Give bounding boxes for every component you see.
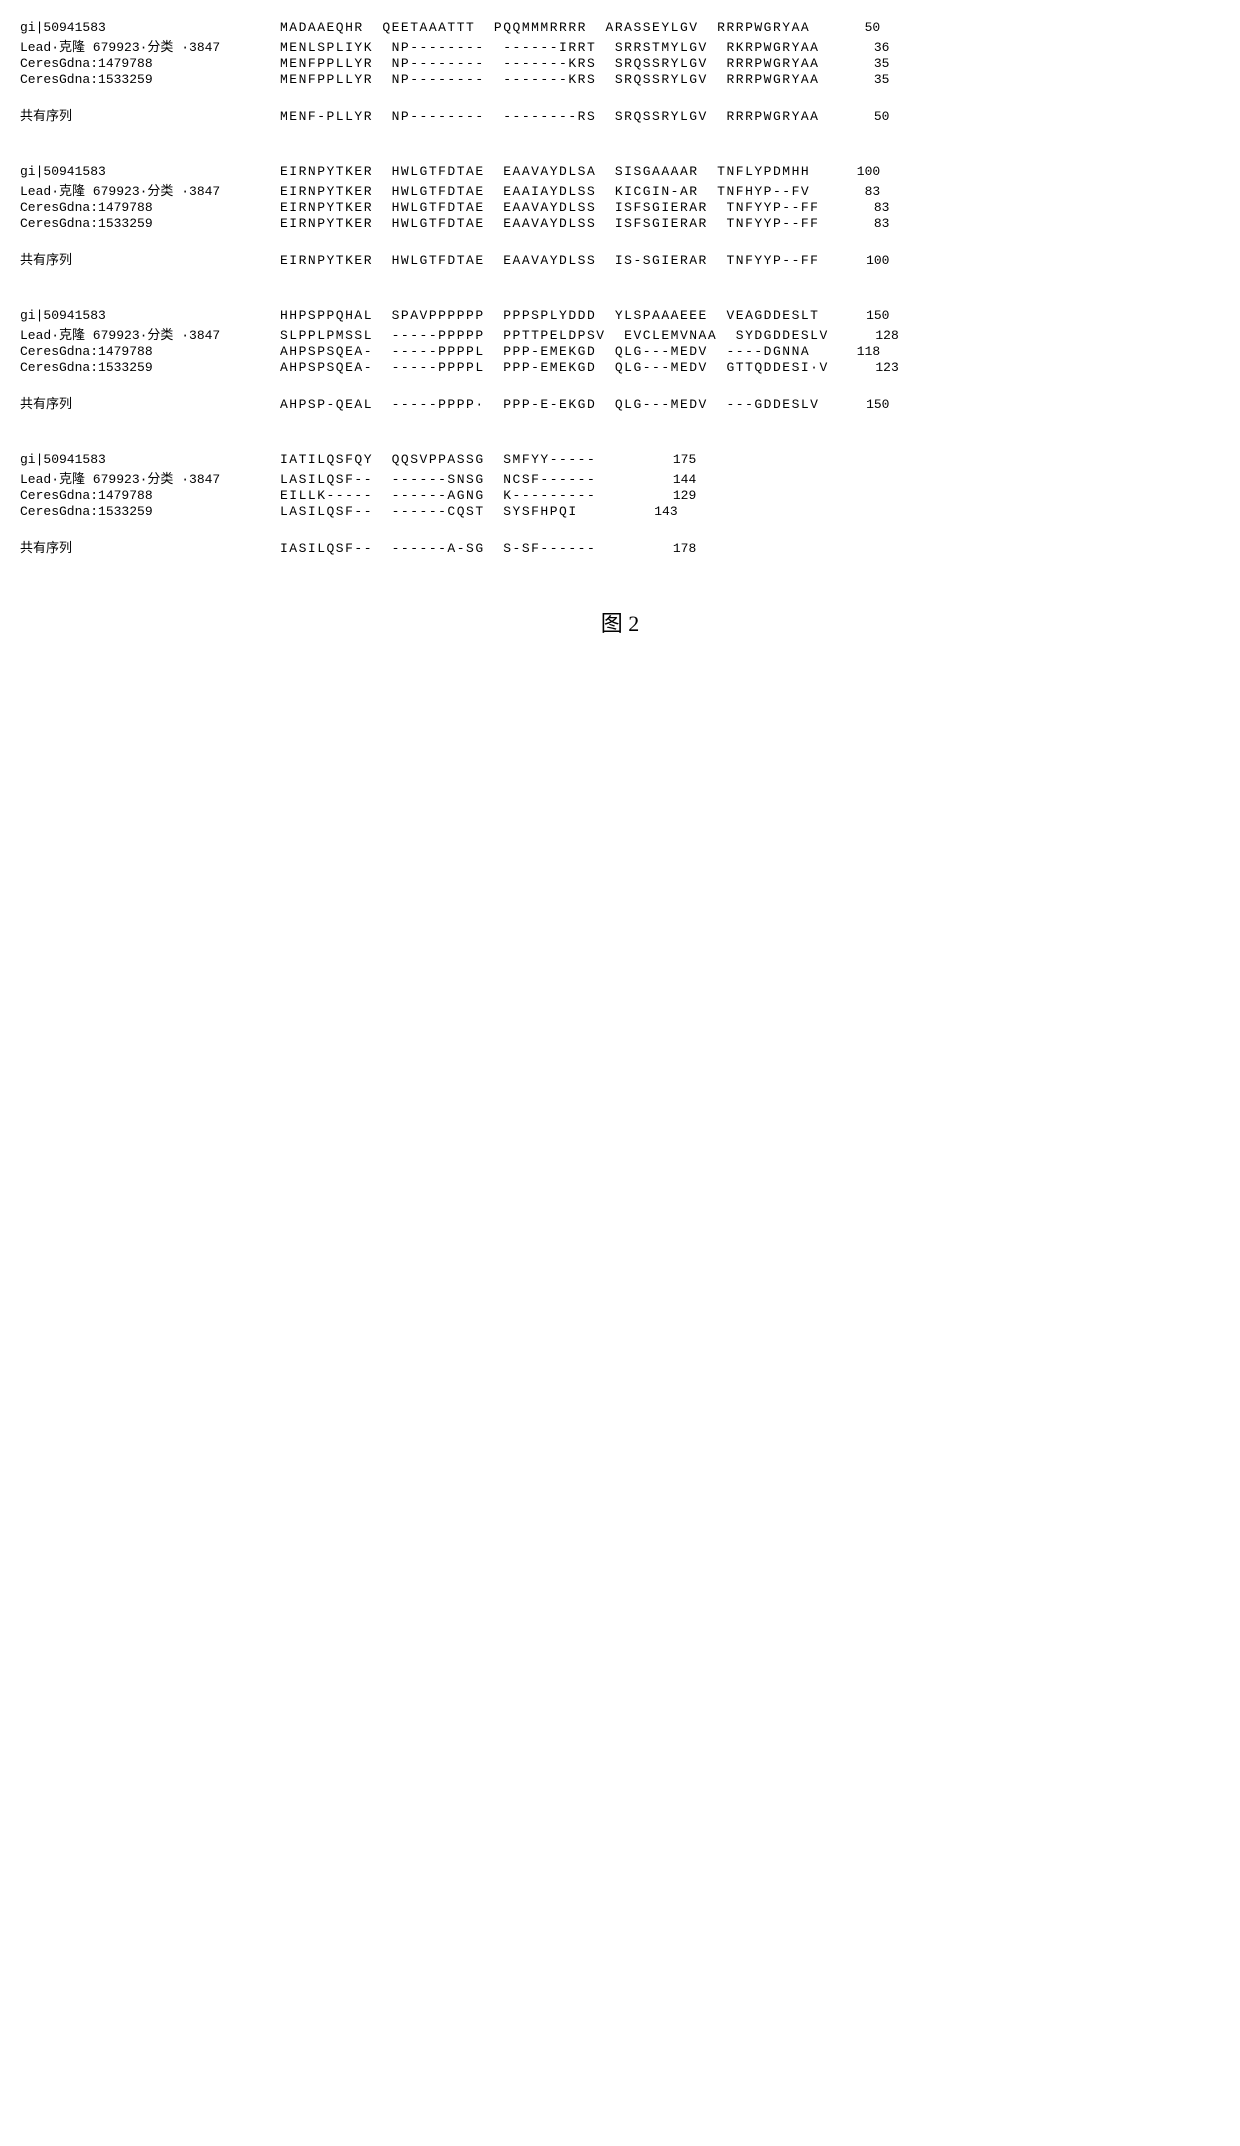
consensus-position: 150: [849, 397, 889, 412]
sequence-content: EIRNPYTKER HWLGTFDTAE EAAVAYDLSA SISGAAA…: [280, 164, 810, 179]
sequence-content: EIRNPYTKER HWLGTFDTAE EAAIAYDLSS KICGIN-…: [280, 184, 810, 199]
sequence-position: 143: [638, 504, 678, 519]
sequence-row: CeresGdna:1479788EIRNPYTKER HWLGTFDTAE E…: [20, 200, 1220, 215]
sequence-position: 123: [859, 360, 899, 375]
consensus-content: IASILQSF-- ------A-SG S-SF------: [280, 541, 596, 556]
sequence-label: CeresGdna:1479788: [20, 344, 280, 359]
sequence-label: CeresGdna:1533259: [20, 216, 280, 231]
sequence-row: gi|50941583IATILQSFQY QQSVPPASSG SMFYY--…: [20, 452, 1220, 467]
sequence-row: CeresGdna:1533259MENFPPLLYR NP-------- -…: [20, 72, 1220, 87]
sequence-content: LASILQSF-- ------CQST SYSFHPQI: [280, 504, 578, 519]
consensus-label: 共有序列: [20, 537, 280, 556]
consensus-label: 共有序列: [20, 249, 280, 268]
sequence-label: Lead·克隆 679923·分类 ·3847: [20, 180, 280, 199]
sequence-row: Lead·克隆 679923·分类 ·3847EIRNPYTKER HWLGTF…: [20, 180, 1220, 199]
sequence-row: CeresGdna:1533259LASILQSF-- ------CQST S…: [20, 504, 1220, 519]
consensus-content: MENF-PLLYR NP-------- --------RS SRQSSRY…: [280, 109, 819, 124]
sequence-row: CeresGdna:1533259EIRNPYTKER HWLGTFDTAE E…: [20, 216, 1220, 231]
sequence-label: CeresGdna:1479788: [20, 488, 280, 503]
sequence-position: 128: [859, 328, 899, 343]
sequence-row: CeresGdna:1479788AHPSPSQEA- -----PPPPL P…: [20, 344, 1220, 359]
sequence-content: IATILQSFQY QQSVPPASSG SMFYY-----: [280, 452, 596, 467]
sequence-content: HHPSPPQHAL SPAVPPPPPP PPPSPLYDDD YLSPAAA…: [280, 308, 819, 323]
sequence-label: Lead·克隆 679923·分类 ·3847: [20, 468, 280, 487]
sequence-row: gi|50941583HHPSPPQHAL SPAVPPPPPP PPPSPLY…: [20, 308, 1220, 323]
sequence-position: 35: [849, 56, 889, 71]
sequence-content: AHPSPSQEA- -----PPPPL PPP-EMEKGD QLG---M…: [280, 360, 829, 375]
consensus-label: 共有序列: [20, 393, 280, 412]
sequence-content: MENLSPLIYK NP-------- ------IRRT SRRSTMY…: [280, 40, 819, 55]
sequence-row: Lead·克隆 679923·分类 ·3847SLPPLPMSSL -----P…: [20, 324, 1220, 343]
sequence-position: 83: [849, 216, 889, 231]
alignment-block: gi|50941583EIRNPYTKER HWLGTFDTAE EAAVAYD…: [20, 164, 1220, 268]
sequence-label: CeresGdna:1533259: [20, 72, 280, 87]
consensus-content: EIRNPYTKER HWLGTFDTAE EAAVAYDLSS IS-SGIE…: [280, 253, 819, 268]
sequence-position: 150: [849, 308, 889, 323]
consensus-position: 50: [849, 109, 889, 124]
sequence-content: EIRNPYTKER HWLGTFDTAE EAAVAYDLSS ISFSGIE…: [280, 200, 819, 215]
sequence-label: gi|50941583: [20, 308, 280, 323]
sequence-content: MADAAEQHR QEETAAATTT PQQMMMRRRR ARASSEYL…: [280, 20, 810, 35]
sequence-position: 129: [656, 488, 696, 503]
sequence-label: gi|50941583: [20, 164, 280, 179]
consensus-row: 共有序列AHPSP-QEAL -----PPPP· PPP-E-EKGD QLG…: [20, 393, 1220, 412]
figure-label: 图 2: [20, 606, 1220, 638]
alignment-block: gi|50941583MADAAEQHR QEETAAATTT PQQMMMRR…: [20, 20, 1220, 124]
sequence-row: Lead·克隆 679923·分类 ·3847LASILQSF-- ------…: [20, 468, 1220, 487]
sequence-content: AHPSPSQEA- -----PPPPL PPP-EMEKGD QLG---M…: [280, 344, 810, 359]
sequence-row: gi|50941583MADAAEQHR QEETAAATTT PQQMMMRR…: [20, 20, 1220, 35]
sequence-content: SLPPLPMSSL -----PPPPP PPTTPELDPSV EVCLEM…: [280, 328, 829, 343]
alignment-block: gi|50941583IATILQSFQY QQSVPPASSG SMFYY--…: [20, 452, 1220, 556]
sequence-row: Lead·克隆 679923·分类 ·3847MENLSPLIYK NP----…: [20, 36, 1220, 55]
consensus-label: 共有序列: [20, 105, 280, 124]
sequence-label: gi|50941583: [20, 452, 280, 467]
sequence-label: gi|50941583: [20, 20, 280, 35]
consensus-row: 共有序列MENF-PLLYR NP-------- --------RS SRQ…: [20, 105, 1220, 124]
sequence-position: 36: [849, 40, 889, 55]
alignment-block: gi|50941583HHPSPPQHAL SPAVPPPPPP PPPSPLY…: [20, 308, 1220, 412]
sequence-row: CeresGdna:1533259AHPSPSQEA- -----PPPPL P…: [20, 360, 1220, 375]
sequence-content: LASILQSF-- ------SNSG NCSF------: [280, 472, 596, 487]
sequence-position: 50: [840, 20, 880, 35]
sequence-label: CeresGdna:1479788: [20, 56, 280, 71]
sequence-position: 144: [656, 472, 696, 487]
sequence-row: gi|50941583EIRNPYTKER HWLGTFDTAE EAAVAYD…: [20, 164, 1220, 179]
sequence-label: Lead·克隆 679923·分类 ·3847: [20, 324, 280, 343]
sequence-row: CeresGdna:1479788EILLK----- ------AGNG K…: [20, 488, 1220, 503]
consensus-position: 100: [849, 253, 889, 268]
sequence-position: 100: [840, 164, 880, 179]
sequence-row: CeresGdna:1479788MENFPPLLYR NP-------- -…: [20, 56, 1220, 71]
sequence-label: CeresGdna:1479788: [20, 200, 280, 215]
sequence-position: 83: [840, 184, 880, 199]
consensus-row: 共有序列IASILQSF-- ------A-SG S-SF------ 178: [20, 537, 1220, 556]
sequence-position: 35: [849, 72, 889, 87]
sequence-content: MENFPPLLYR NP-------- -------KRS SRQSSRY…: [280, 56, 819, 71]
consensus-content: AHPSP-QEAL -----PPPP· PPP-E-EKGD QLG---M…: [280, 397, 819, 412]
sequence-label: CeresGdna:1533259: [20, 504, 280, 519]
sequence-position: 83: [849, 200, 889, 215]
sequence-position: 118: [840, 344, 880, 359]
sequence-label: Lead·克隆 679923·分类 ·3847: [20, 36, 280, 55]
sequence-content: EIRNPYTKER HWLGTFDTAE EAAVAYDLSS ISFSGIE…: [280, 216, 819, 231]
sequence-label: CeresGdna:1533259: [20, 360, 280, 375]
sequence-position: 175: [656, 452, 696, 467]
consensus-row: 共有序列EIRNPYTKER HWLGTFDTAE EAAVAYDLSS IS-…: [20, 249, 1220, 268]
sequence-content: EILLK----- ------AGNG K---------: [280, 488, 596, 503]
sequence-content: MENFPPLLYR NP-------- -------KRS SRQSSRY…: [280, 72, 819, 87]
consensus-position: 178: [656, 541, 696, 556]
